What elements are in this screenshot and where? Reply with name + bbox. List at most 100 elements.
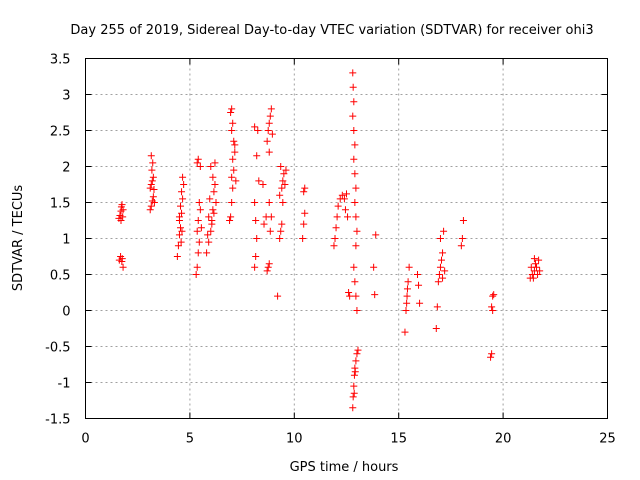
data-point <box>193 159 201 167</box>
data-point <box>226 217 234 224</box>
x-tick-label: 5 <box>186 432 194 447</box>
data-point <box>405 263 413 271</box>
data-point <box>207 163 215 170</box>
data-point <box>276 191 284 199</box>
data-point <box>436 263 444 271</box>
data-point <box>349 404 357 412</box>
data-point <box>119 206 127 214</box>
data-point <box>194 217 202 224</box>
data-point <box>277 227 285 235</box>
data-point <box>351 278 359 286</box>
data-point <box>232 177 240 185</box>
data-point <box>280 170 288 178</box>
data-point <box>177 238 185 246</box>
plot-frame <box>85 58 608 419</box>
data-point <box>353 227 361 235</box>
data-point <box>208 220 216 228</box>
data-point <box>209 173 217 181</box>
data-point <box>203 249 211 257</box>
data-point <box>350 127 358 134</box>
data-point <box>205 238 213 246</box>
data-point <box>352 213 360 221</box>
data-point <box>210 209 218 217</box>
data-point <box>278 184 286 192</box>
data-point <box>489 292 497 300</box>
data-point <box>209 206 217 214</box>
data-point <box>148 177 156 185</box>
data-points <box>115 69 544 412</box>
data-point <box>372 231 380 239</box>
data-point <box>489 307 497 314</box>
data-point <box>278 220 286 228</box>
data-point <box>149 193 157 201</box>
data-point <box>267 213 275 221</box>
data-point <box>534 271 542 278</box>
data-point <box>204 231 212 239</box>
data-point <box>527 263 535 271</box>
y-tick-label: 0.5 <box>50 269 71 284</box>
data-point <box>279 177 287 185</box>
data-point <box>253 152 261 160</box>
data-point <box>263 137 271 145</box>
data-point <box>264 263 272 271</box>
data-point <box>197 224 205 232</box>
data-point <box>403 292 411 300</box>
x-tick-label: 20 <box>495 432 512 447</box>
y-tick-label: 0 <box>62 305 70 320</box>
data-point <box>352 242 360 250</box>
data-point <box>343 190 350 198</box>
data-point <box>266 227 274 235</box>
data-point <box>265 119 273 127</box>
data-point <box>301 209 309 217</box>
y-tick-label: -1 <box>58 377 71 392</box>
data-point <box>175 213 183 221</box>
data-point <box>340 195 348 203</box>
data-point <box>227 213 235 221</box>
data-point <box>173 253 181 260</box>
data-point <box>267 105 275 113</box>
data-point <box>147 181 155 188</box>
data-point <box>192 271 200 278</box>
data-point <box>196 163 204 170</box>
data-point <box>351 170 359 178</box>
data-point <box>254 127 262 134</box>
data-point <box>401 328 409 336</box>
data-point <box>228 199 236 206</box>
data-point <box>350 98 358 106</box>
data-point <box>332 224 340 232</box>
data-point <box>436 235 444 242</box>
data-point <box>253 235 261 242</box>
data-point <box>403 299 411 307</box>
data-point <box>433 303 441 311</box>
data-point <box>331 235 339 242</box>
data-point <box>118 255 126 263</box>
data-point <box>403 285 411 293</box>
data-point <box>415 281 423 289</box>
y-axis-label: SDTVAR / TECUs <box>11 185 26 292</box>
data-point <box>439 274 447 282</box>
data-point <box>251 123 259 131</box>
data-point <box>457 242 465 250</box>
data-point <box>265 199 273 206</box>
data-point <box>150 186 158 194</box>
data-point <box>268 130 276 138</box>
data-point <box>529 274 537 282</box>
data-point <box>252 253 260 260</box>
data-point <box>276 235 284 242</box>
y-tick-label: -0.5 <box>45 341 70 356</box>
data-point <box>177 202 185 210</box>
data-point <box>178 227 186 235</box>
data-point <box>211 181 219 188</box>
data-point <box>277 163 285 170</box>
data-point <box>229 155 237 163</box>
data-point <box>338 191 346 199</box>
data-point <box>259 181 267 188</box>
data-point <box>370 263 378 271</box>
data-point <box>488 350 496 358</box>
data-point <box>536 267 544 275</box>
data-point <box>300 188 308 196</box>
data-point <box>230 166 238 174</box>
data-point <box>255 177 263 185</box>
data-point <box>352 184 360 192</box>
